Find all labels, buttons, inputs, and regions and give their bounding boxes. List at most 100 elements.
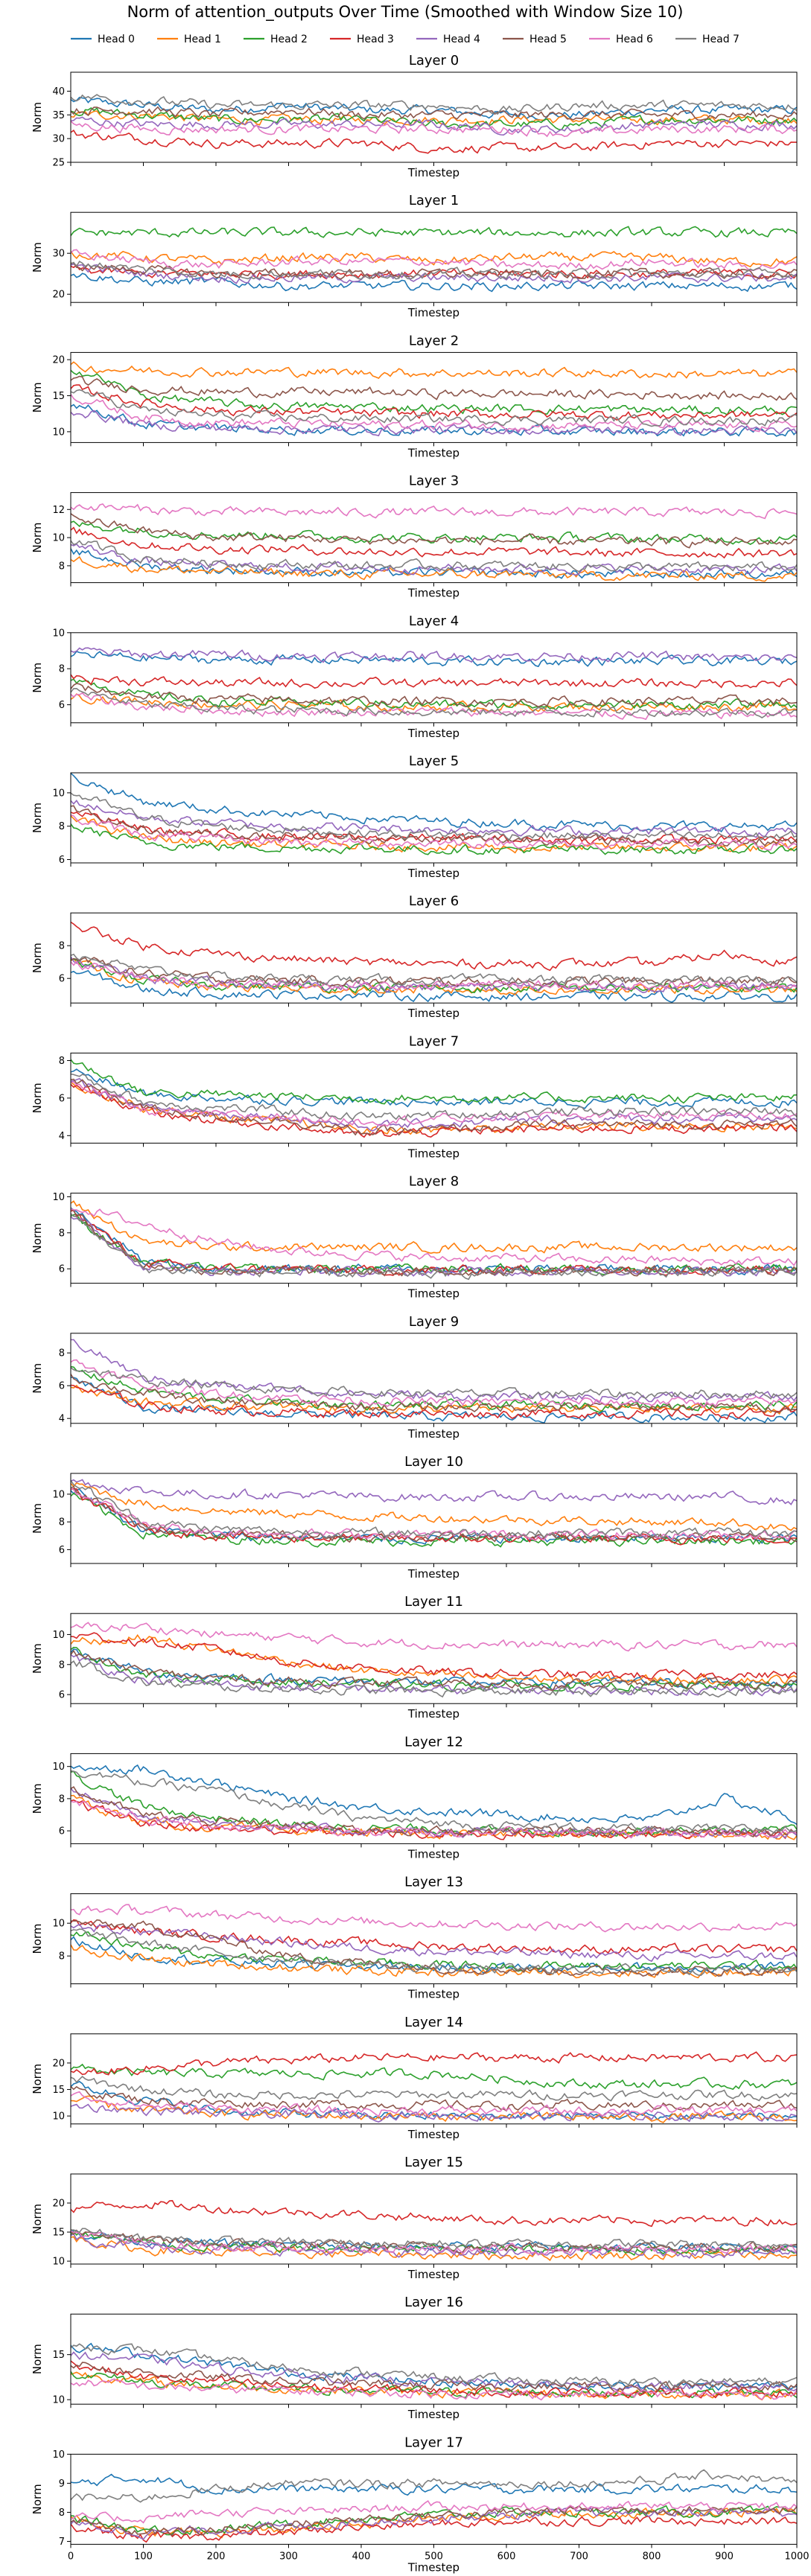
- series-line: [71, 1374, 797, 1413]
- y-tick-label: 9: [59, 2478, 65, 2490]
- x-axis-label: Timestep: [407, 446, 459, 459]
- y-tick-label: 6: [59, 1093, 65, 1104]
- series-line: [71, 2200, 797, 2228]
- y-tick-label: 25: [52, 158, 65, 169]
- series-line: [71, 2505, 797, 2537]
- x-axis-label: Timestep: [407, 2408, 459, 2421]
- panel: Layer 1 20 30 Timestep Norm: [31, 193, 798, 319]
- x-axis-label: Timestep: [407, 1007, 459, 1020]
- y-axis-label: Norm: [31, 1924, 44, 1954]
- series-line: [71, 956, 797, 994]
- series-line: [71, 957, 797, 996]
- series-line: [71, 1208, 797, 1266]
- y-axis-label: Norm: [31, 943, 44, 973]
- y-tick-label: 30: [52, 134, 65, 145]
- series-line: [71, 814, 797, 851]
- y-tick-label: 8: [59, 1517, 65, 1528]
- series-line: [71, 260, 797, 280]
- x-tick-label: 600: [497, 2551, 516, 2562]
- series-line: [71, 1365, 797, 1413]
- y-tick-label: 6: [59, 1690, 65, 1701]
- y-tick-label: 8: [59, 1056, 65, 1067]
- y-axis-label: Norm: [31, 2204, 44, 2234]
- series-group: [71, 1059, 797, 1138]
- y-tick-label: 30: [52, 249, 65, 260]
- series-line: [71, 1492, 797, 1548]
- series-line: [71, 1073, 797, 1121]
- x-tick-label: 0: [68, 2551, 74, 2562]
- y-tick-label: 10: [52, 1630, 65, 1641]
- series-line: [71, 2051, 797, 2076]
- x-axis-label: Timestep: [407, 1567, 459, 1581]
- y-tick-label: 10: [52, 1762, 65, 1773]
- series-group: [71, 2051, 797, 2123]
- panel-title: Layer 11: [404, 1594, 463, 1610]
- legend-label: Head 3: [357, 34, 394, 45]
- y-tick-label: 8: [59, 1660, 65, 1671]
- series-line: [71, 792, 797, 841]
- panel-title: Layer 6: [409, 893, 459, 909]
- plot-frame: [70, 1473, 798, 1564]
- y-tick-label: 15: [52, 2085, 65, 2096]
- series-line: [71, 1384, 797, 1421]
- y-tick-label: 20: [52, 355, 65, 366]
- x-axis-label: Timestep: [407, 1707, 459, 1721]
- plot-frame: [70, 2453, 798, 2545]
- series-line: [71, 96, 797, 121]
- y-tick-label: 12: [52, 505, 65, 516]
- legend-label: Head 1: [184, 34, 221, 45]
- series-line: [71, 2063, 797, 2091]
- series-line: [71, 692, 797, 721]
- y-axis-label: Norm: [31, 1223, 44, 1254]
- y-tick-label: 6: [59, 1545, 65, 1556]
- panel-title: Layer 14: [404, 2015, 463, 2030]
- series-line: [71, 263, 797, 284]
- y-tick-label: 8: [59, 1794, 65, 1805]
- y-tick-label: 10: [52, 2395, 65, 2406]
- panel-title: Layer 3: [409, 474, 459, 489]
- series-line: [71, 2469, 797, 2503]
- x-tick-label: 400: [352, 2551, 371, 2562]
- series-line: [71, 2233, 797, 2260]
- series-line: [71, 773, 797, 833]
- series-group: [71, 226, 797, 293]
- series-line: [71, 683, 797, 708]
- series-group: [71, 773, 797, 855]
- panel: Layer 2 10 15 20 Timestep Norm: [31, 333, 798, 459]
- x-axis-label: Timestep: [407, 587, 459, 600]
- series-line: [71, 2515, 797, 2543]
- y-tick-label: 20: [52, 2058, 65, 2069]
- y-tick-label: 6: [59, 1826, 65, 1837]
- y-tick-label: 20: [52, 290, 65, 301]
- series-line: [71, 2076, 797, 2102]
- series-line: [71, 384, 797, 421]
- y-axis-label: Norm: [31, 1643, 44, 1674]
- series-line: [71, 548, 797, 579]
- series-line: [71, 94, 797, 115]
- x-axis-label: Timestep: [407, 306, 459, 319]
- y-tick-label: 8: [59, 1951, 65, 1963]
- y-axis-label: Norm: [31, 2344, 44, 2374]
- series-line: [71, 1077, 797, 1132]
- series-line: [71, 1646, 797, 1692]
- panel-title: Layer 10: [404, 1454, 463, 1470]
- panel-title: Layer 0: [409, 53, 459, 68]
- y-axis-label: Norm: [31, 1783, 44, 1814]
- plot-frame: [70, 2033, 798, 2125]
- series-line: [71, 687, 797, 718]
- panel-title: Layer 5: [409, 753, 459, 769]
- panel: Layer 11 6 8 10 Timestep Norm: [31, 1594, 798, 1721]
- y-axis-label: Norm: [31, 803, 44, 833]
- x-axis-label: Timestep: [407, 2268, 459, 2281]
- y-tick-label: 6: [59, 974, 65, 985]
- x-tick-label: 200: [207, 2551, 226, 2562]
- series-line: [71, 2342, 797, 2393]
- legend-label: Head 2: [270, 34, 308, 45]
- y-tick-label: 10: [52, 628, 65, 639]
- series-line: [71, 2473, 797, 2496]
- panel: Layer 7 4 6 8 Timestep Norm: [31, 1033, 798, 1160]
- series-group: [71, 921, 797, 1004]
- series-line: [71, 361, 797, 379]
- series-line: [71, 1919, 797, 1977]
- panel-title: Layer 12: [404, 1734, 463, 1750]
